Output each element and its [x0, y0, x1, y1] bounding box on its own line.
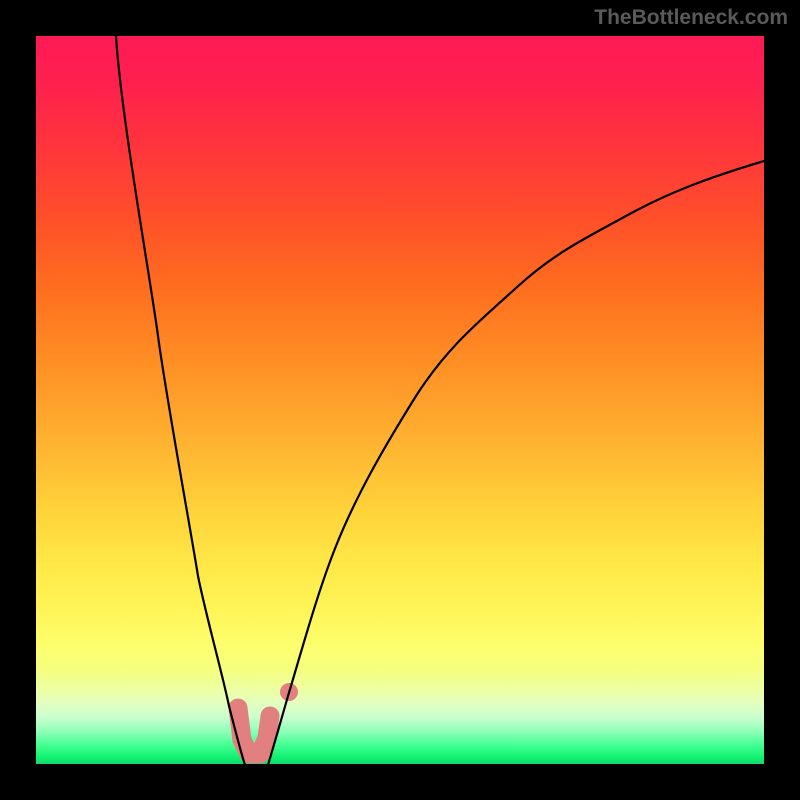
watermark-text: TheBottleneck.com: [594, 6, 788, 30]
gradient-curve-chart: [0, 0, 800, 800]
chart-container: TheBottleneck.com: [0, 0, 800, 800]
